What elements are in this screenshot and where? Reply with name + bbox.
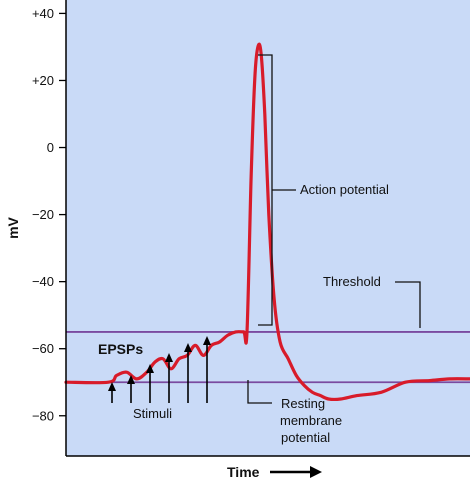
y-tick-label: −80 (32, 408, 54, 423)
y-axis-ticks (59, 12, 66, 417)
stimulus-arrow (165, 353, 173, 403)
stimulus-arrow (108, 382, 116, 403)
stimuli-label: Stimuli (133, 406, 172, 421)
stimulus-arrow (127, 375, 135, 403)
action-potential-bracket (258, 54, 296, 326)
stimulus-arrow (146, 364, 154, 403)
threshold-leader (395, 281, 421, 328)
y-tick-label: +40 (32, 6, 54, 21)
time-arrowhead (310, 466, 322, 478)
epsps-label: EPSPs (98, 341, 143, 357)
stimulus-arrow (184, 343, 192, 403)
x-axis-label: Time (227, 464, 260, 480)
y-tick-label: −40 (32, 274, 54, 289)
y-tick-label: 0 (47, 140, 54, 155)
stimuli-arrows (108, 336, 211, 403)
membrane-potential-trace (64, 42, 470, 402)
y-axis-tick-labels: +40 +20 0 −20 −40 −60 −80 (32, 6, 54, 423)
action-potential-label: Action potential (300, 182, 389, 197)
y-tick-label: −20 (32, 207, 54, 222)
resting-label-line1: Resting (281, 396, 325, 411)
resting-label-line3: potential (281, 430, 330, 445)
stimulus-arrow (203, 336, 211, 403)
y-tick-label: −60 (32, 341, 54, 356)
resting-label-line2: membrane (280, 413, 342, 428)
resting-potential-leader (247, 380, 272, 404)
y-axis-label: mV (5, 216, 21, 238)
y-tick-label: +20 (32, 73, 54, 88)
threshold-label: Threshold (323, 274, 381, 289)
